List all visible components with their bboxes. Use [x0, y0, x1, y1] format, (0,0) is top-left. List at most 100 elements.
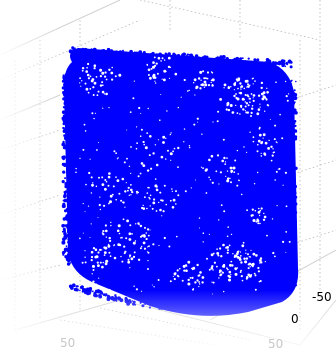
sparse-gap: [89, 237, 91, 238]
scatter-point: [61, 155, 65, 159]
sparse-gap: [101, 90, 105, 94]
sparse-gap: [147, 68, 151, 72]
scatter-point: [294, 221, 297, 224]
sparse-gap: [257, 270, 260, 273]
sparse-gap: [81, 261, 84, 264]
sparse-gap: [165, 158, 167, 160]
scatter-point: [70, 83, 72, 86]
scatter-point: [64, 73, 69, 77]
sparse-gap: [79, 284, 82, 287]
sparse-gap: [75, 167, 77, 170]
sparse-gap: [210, 154, 214, 158]
sparse-gap: [134, 240, 137, 242]
sparse-gap: [208, 176, 210, 179]
sparse-gap: [92, 247, 95, 250]
sparse-gap: [92, 269, 95, 271]
sparse-gap: [127, 260, 131, 264]
sparse-gap: [274, 179, 277, 181]
sparse-gap: [194, 94, 196, 96]
scatter-point: [289, 247, 294, 251]
sparse-gap: [143, 235, 146, 238]
sparse-gap: [136, 142, 139, 145]
sparse-gap: [246, 151, 248, 153]
sparse-gap: [140, 235, 143, 238]
sparse-gap: [250, 93, 253, 95]
sparse-gap: [224, 161, 227, 163]
scatter-point: [67, 104, 71, 108]
sparse-gap: [246, 209, 249, 212]
scatter-point: [69, 128, 72, 131]
sparse-gap: [219, 269, 222, 273]
scatter-point: [69, 251, 72, 254]
sparse-gap: [94, 112, 97, 114]
sparse-gap: [152, 65, 155, 69]
sparse-gap: [115, 176, 117, 178]
sparse-gap: [154, 64, 157, 67]
sparse-regions: [74, 56, 291, 295]
sparse-gap: [79, 82, 81, 84]
scatter-point: [288, 256, 292, 260]
sparse-gap: [260, 86, 263, 90]
sparse-gap: [285, 205, 288, 208]
sparse-gap: [90, 255, 94, 259]
scatter-point: [67, 258, 71, 262]
sparse-gap: [230, 260, 233, 263]
sparse-gap: [93, 64, 97, 67]
sparse-gap: [137, 222, 140, 225]
sparse-gap: [265, 98, 268, 101]
sparse-gap: [286, 99, 289, 102]
sparse-gap: [242, 241, 245, 244]
sparse-gap: [216, 248, 218, 250]
sparse-gap: [184, 190, 187, 193]
sparse-gap: [257, 210, 261, 214]
scatter-point: [291, 79, 293, 82]
sparse-gap: [92, 182, 94, 184]
scatter-point: [294, 234, 297, 238]
sparse-gap: [103, 93, 106, 95]
sparse-gap: [150, 67, 153, 70]
sparse-gap: [223, 156, 226, 160]
scatter-point: [66, 142, 71, 147]
sparse-gap: [202, 232, 205, 234]
sparse-gap: [245, 249, 247, 251]
scatter-point: [72, 48, 76, 53]
scatter-point: [215, 59, 218, 62]
sparse-gap: [79, 77, 81, 80]
sparse-gap: [149, 198, 151, 200]
scatter-point: [66, 253, 70, 257]
scatter-point: [184, 56, 188, 59]
sparse-gap: [182, 264, 186, 268]
sparse-gap: [85, 87, 89, 91]
scatter-point: [95, 53, 98, 56]
sparse-gap: [242, 108, 245, 111]
sparse-gap: [201, 276, 205, 279]
scatter-point: [69, 176, 73, 181]
sparse-gap: [247, 253, 249, 256]
sparse-gap: [95, 283, 97, 286]
sparse-gap: [227, 268, 229, 271]
sparse-gap: [193, 82, 195, 84]
sparse-gap: [252, 94, 256, 97]
scatter-point: [288, 197, 293, 202]
sparse-gap: [140, 112, 142, 114]
sparse-gap: [138, 106, 141, 110]
scatter-point: [288, 140, 292, 143]
sparse-gap: [141, 206, 144, 210]
sparse-gap: [227, 274, 231, 278]
sparse-gap: [153, 286, 155, 288]
sparse-gap: [230, 171, 232, 174]
sparse-gap: [226, 179, 230, 183]
sparse-gap: [213, 261, 216, 264]
sparse-gap: [219, 171, 222, 174]
sparse-gap: [236, 184, 239, 187]
sparse-gap: [244, 79, 248, 83]
scatter-point: [288, 153, 292, 156]
sparse-gap: [91, 273, 93, 275]
sparse-gap: [227, 108, 231, 112]
sparse-gap: [165, 137, 167, 139]
scatter-point: [65, 207, 69, 211]
sparse-gap: [276, 205, 278, 207]
sparse-gap: [188, 146, 191, 149]
scatter-point: [264, 62, 268, 66]
